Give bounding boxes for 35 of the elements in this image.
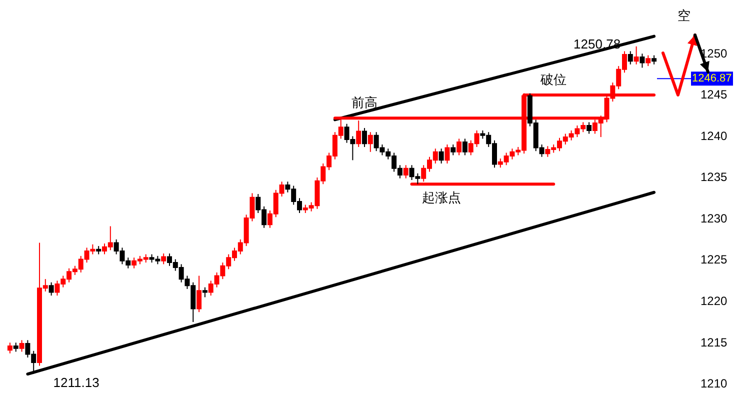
y-tick-label: 1210 [700, 376, 728, 391]
annotation: 前高 [352, 95, 378, 110]
candlestick [450, 144, 456, 156]
candlestick [196, 275, 202, 313]
y-tick-label: 1245 [700, 88, 728, 102]
candlestick [7, 342, 12, 354]
text: 空 [678, 8, 690, 23]
candlestick [444, 144, 450, 164]
ref-line-label: 1246.87 [692, 72, 732, 85]
candlestick [456, 138, 462, 156]
y-tick-label: 1230 [700, 211, 728, 226]
y-tick-label: 1235 [700, 170, 728, 184]
candlestick [368, 132, 373, 152]
candlestick [628, 50, 633, 65]
candlestick [640, 53, 645, 68]
candlestick [362, 127, 367, 148]
candlestick [634, 46, 639, 65]
y-tick-label: 1220 [700, 294, 728, 308]
candlestick [19, 340, 24, 352]
candlestick [48, 282, 54, 296]
candlestick [202, 286, 208, 298]
candlestick [438, 148, 444, 164]
candlestick [586, 122, 592, 134]
candlestick [646, 54, 651, 67]
y-tick-label: 1225 [700, 252, 728, 267]
annotation: 起涨点 [422, 190, 461, 206]
annotation: 破位 [540, 72, 567, 87]
y-tick-label: 1215 [700, 335, 728, 350]
annotation: 1211.13 [53, 374, 100, 390]
candlestick [403, 164, 408, 179]
candlestick [462, 138, 468, 156]
candlestick [161, 252, 166, 265]
y-tick-label: 1240 [700, 128, 728, 143]
candlestick [652, 54, 657, 65]
candlestick [13, 342, 18, 352]
